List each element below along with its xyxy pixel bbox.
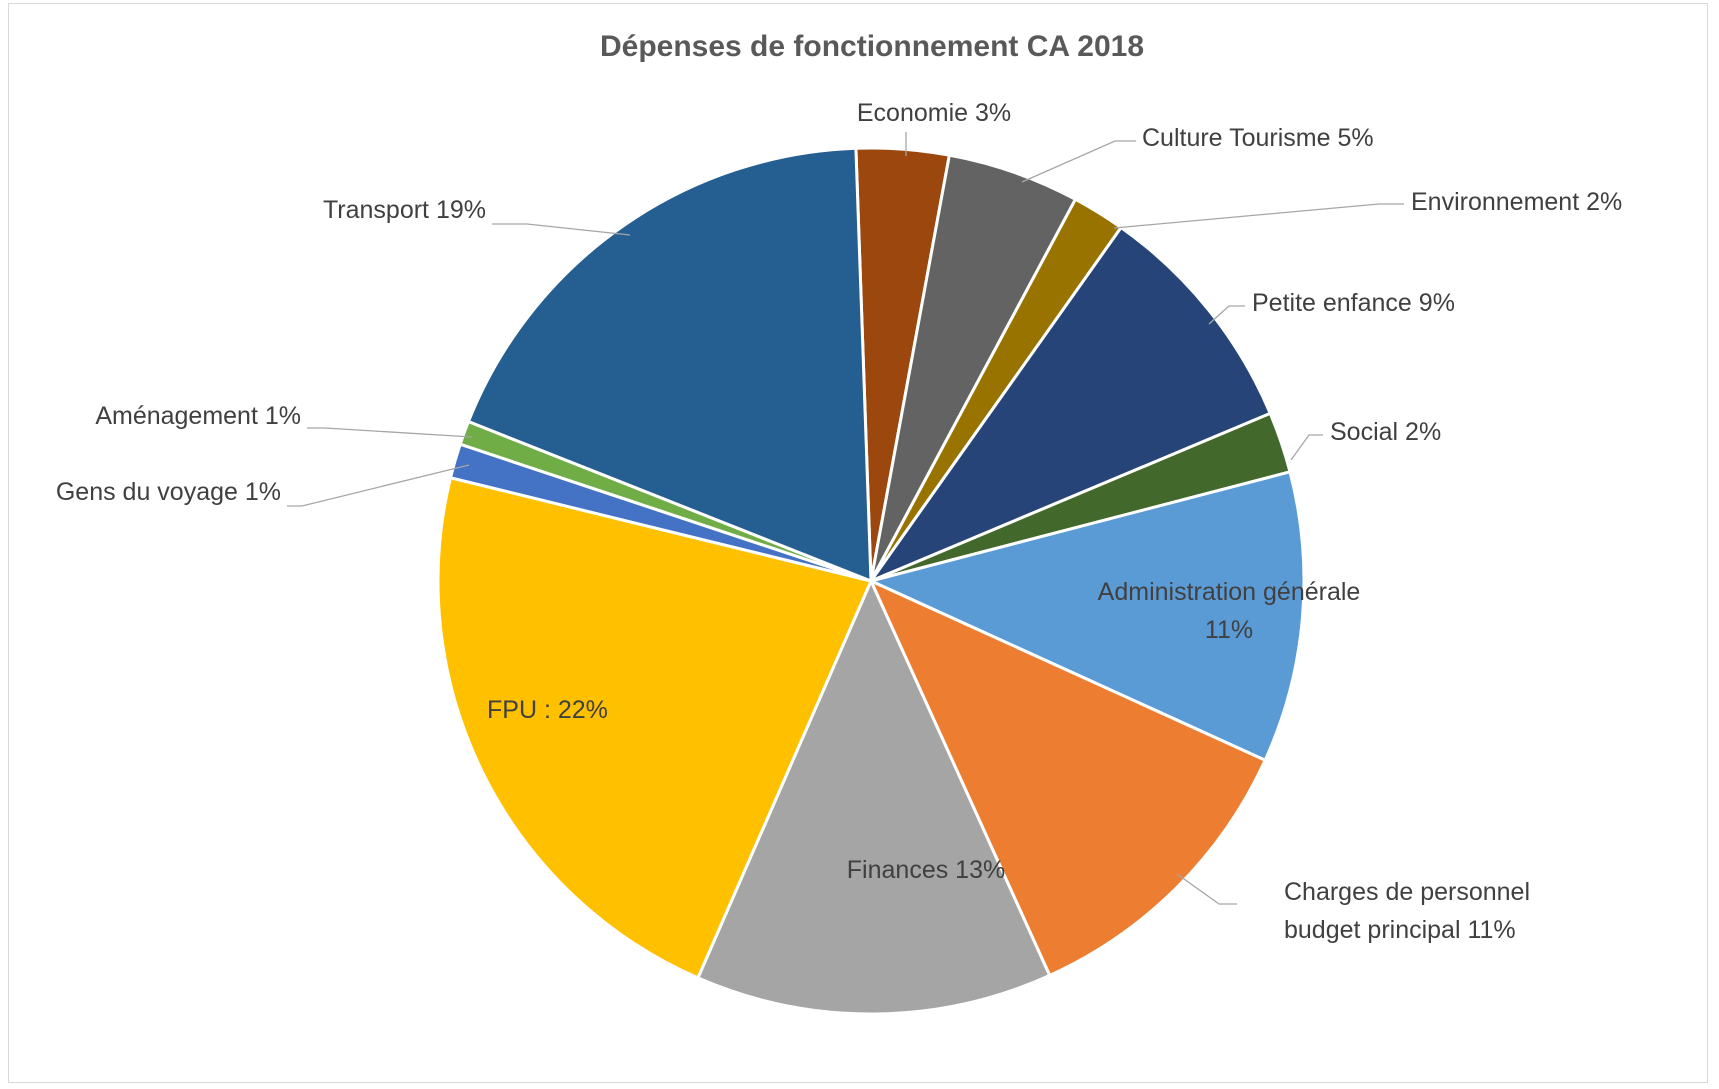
leader-line-petite-enfance [1208,305,1245,325]
leader-line-transport [492,223,631,236]
pie-slice-finances [695,577,1052,1016]
leader-lines [287,132,1404,905]
pie-slices [436,146,1306,1016]
slice-labels: Economie 3% Culture Tourisme 5% Environnem… [56,99,1622,944]
data-label-finances: Finances 13% [847,856,1005,884]
pie-slice-fpu [436,475,874,980]
chart-title: Dépenses de fonctionnement CA 2018 [600,30,1144,63]
data-label-petite-enfance: Petite enfance 9% [1252,289,1455,317]
data-label-charges-de-personnel-budget-principal: Charges de personnel budget principal 11% [1284,878,1530,944]
pie-chart: Dépenses de fonctionnement CA 2018 Econo… [56,30,1622,1016]
data-label-transport: Transport 19% [323,196,486,224]
data-label-social: Social 2% [1330,418,1441,446]
data-label-amenagement: Aménagement 1% [95,402,301,430]
leader-line-amenagement [307,427,473,438]
data-label-economie: Economie 3% [857,99,1011,127]
leader-line-charges-de-personnel-budget-principal [1176,873,1237,905]
pie-slice-administration-generale [866,470,1306,763]
chart-area: Dépenses de fonctionnement CA 2018 Econo… [8,3,1708,1083]
pie-slice-petite-enfance [866,225,1273,585]
data-label-environnement: Environnement 2% [1411,188,1622,216]
data-label-gens-du-voyage: Gens du voyage 1% [56,478,281,506]
leader-line-culture-tourisme [1021,140,1136,183]
pie-slice-charges-de-personnel-budget-principal [867,577,1268,978]
leader-line-social [1290,434,1323,461]
leader-line-environnement [1113,203,1404,229]
pie-slice-transport [466,146,873,584]
data-label-administration-generale: Administration générale 11% [1098,578,1361,644]
data-label-fpu: FPU : 22% [487,696,608,724]
data-label-culture-tourisme: Culture Tourisme 5% [1142,124,1374,152]
leader-line-gens-du-voyage [287,464,470,507]
